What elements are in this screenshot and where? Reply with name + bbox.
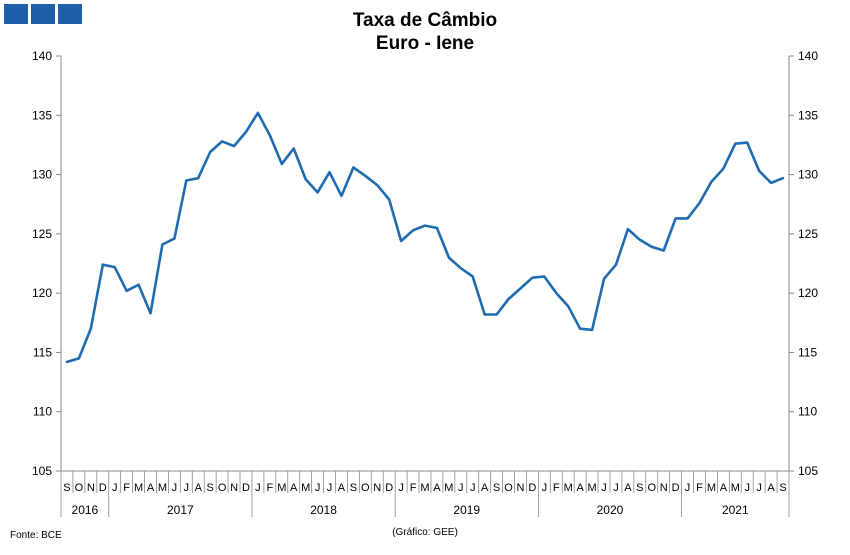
y-tick-label-left: 120 <box>32 286 52 300</box>
x-tick-label-month: D <box>528 482 536 494</box>
x-year-label: 2018 <box>310 503 337 517</box>
x-tick-label-month: A <box>767 482 775 494</box>
x-tick-label-month: N <box>87 482 95 494</box>
y-tick-label-right: 125 <box>798 227 818 241</box>
x-tick-label-month: M <box>158 482 167 494</box>
x-tick-label-month: J <box>542 482 548 494</box>
logo-square <box>58 4 82 24</box>
x-tick-label-month: A <box>624 482 632 494</box>
x-tick-label-month: N <box>660 482 668 494</box>
x-tick-label-month: M <box>707 482 716 494</box>
x-tick-label-month: D <box>385 482 393 494</box>
x-tick-label-month: F <box>553 482 560 494</box>
y-tick-label-left: 130 <box>32 168 52 182</box>
x-tick-label-month: M <box>444 482 453 494</box>
x-tick-label-month: F <box>410 482 417 494</box>
x-tick-label-month: M <box>731 482 740 494</box>
x-tick-label-month: N <box>516 482 524 494</box>
logo-square <box>31 4 55 24</box>
chart-credit: (Gráfico: GEE) <box>392 527 458 538</box>
y-tick-label-right: 105 <box>798 464 818 478</box>
x-tick-label-month: A <box>338 482 346 494</box>
x-tick-label-month: M <box>564 482 573 494</box>
chart-title: Taxa de Câmbio <box>352 10 498 31</box>
x-tick-label-month: M <box>420 482 429 494</box>
y-tick-label-right: 110 <box>798 405 817 419</box>
y-tick-label-left: 135 <box>32 108 52 122</box>
x-tick-label-month: N <box>230 482 238 494</box>
y-tick-label-left: 140 <box>32 49 52 63</box>
x-tick-label-month: J <box>398 482 404 494</box>
x-tick-label-month: S <box>350 482 357 494</box>
x-tick-label-month: A <box>576 482 584 494</box>
x-tick-label-month: M <box>587 482 596 494</box>
x-tick-label-month: J <box>756 482 762 494</box>
x-tick-label-month: J <box>685 482 691 494</box>
x-tick-label-month: F <box>266 482 273 494</box>
y-tick-label-right: 115 <box>798 345 817 359</box>
x-tick-label-month: S <box>493 482 500 494</box>
x-tick-label-month: J <box>458 482 464 494</box>
x-tick-label-month: J <box>327 482 333 494</box>
x-tick-label-month: A <box>195 482 203 494</box>
series-line <box>65 111 785 364</box>
x-tick-label-month: O <box>361 482 370 494</box>
x-tick-label-month: J <box>470 482 476 494</box>
x-year-label: 2019 <box>453 503 480 517</box>
y-tick-label-left: 110 <box>33 405 52 419</box>
x-year-label: 2016 <box>72 503 99 517</box>
y-tick-label-right: 140 <box>798 49 818 63</box>
x-tick-label-month: A <box>433 482 441 494</box>
logo <box>4 4 82 24</box>
x-tick-label-month: J <box>255 482 261 494</box>
chart-title-block: Taxa de Câmbio Euro - Iene <box>0 9 850 55</box>
x-tick-label-month: D <box>242 482 250 494</box>
y-tick-label-right: 130 <box>798 168 818 182</box>
source-note: Fonte: BCE <box>10 530 62 541</box>
x-year-label: 2021 <box>722 503 749 517</box>
x-tick-label-month: A <box>290 482 298 494</box>
x-tick-label-month: S <box>636 482 643 494</box>
logo-square <box>4 4 28 24</box>
x-tick-label-month: J <box>613 482 619 494</box>
chart-subtitle: Euro - Iene <box>375 33 475 54</box>
y-tick-label-left: 115 <box>33 345 52 359</box>
x-tick-label-month: S <box>207 482 214 494</box>
x-tick-label-month: D <box>672 482 680 494</box>
x-tick-label-month: M <box>277 482 286 494</box>
x-tick-label-month: J <box>112 482 118 494</box>
x-tick-label-month: D <box>99 482 107 494</box>
x-year-label: 2017 <box>167 503 194 517</box>
x-tick-label-month: A <box>481 482 489 494</box>
x-tick-label-month: N <box>373 482 381 494</box>
x-tick-label-month: F <box>696 482 703 494</box>
x-tick-label-month: M <box>301 482 310 494</box>
x-tick-label-month: A <box>147 482 155 494</box>
x-tick-label-month: S <box>779 482 786 494</box>
x-tick-label-month: M <box>134 482 143 494</box>
x-tick-label-month: J <box>184 482 190 494</box>
y-tick-label-right: 120 <box>798 286 818 300</box>
x-tick-label-month: O <box>504 482 513 494</box>
y-tick-label-left: 125 <box>32 227 52 241</box>
x-tick-label-month: J <box>744 482 750 494</box>
x-tick-label-month: O <box>75 482 84 494</box>
x-tick-label-month: O <box>647 482 656 494</box>
x-year-label: 2020 <box>597 503 624 517</box>
y-tick-label-right: 135 <box>798 108 818 122</box>
x-tick-label-month: O <box>218 482 227 494</box>
x-tick-label-month: J <box>315 482 321 494</box>
x-tick-label-month: S <box>63 482 70 494</box>
x-tick-label-month: J <box>172 482 178 494</box>
x-tick-label-month: A <box>720 482 728 494</box>
x-tick-label-month: J <box>601 482 607 494</box>
x-tick-label-month: F <box>123 482 130 494</box>
y-tick-label-left: 105 <box>32 464 52 478</box>
